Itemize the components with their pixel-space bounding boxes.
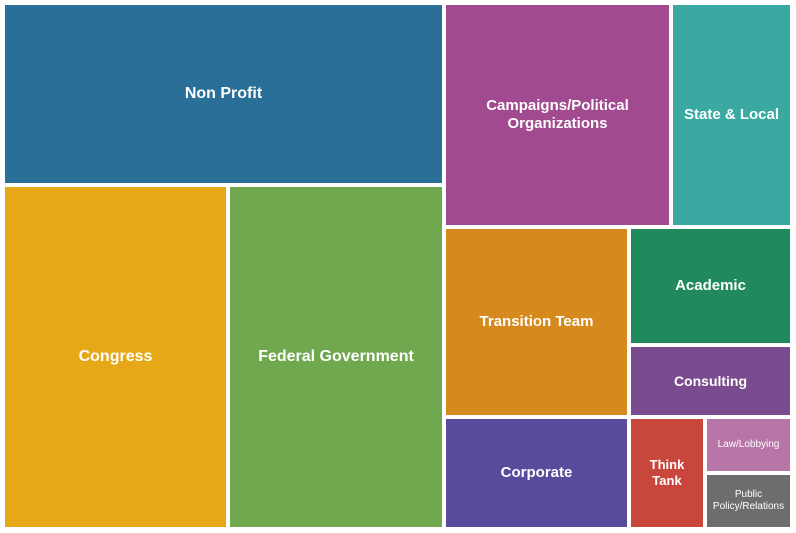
tile-consulting[interactable]: Consulting <box>630 346 791 416</box>
tile-non-profit[interactable]: Non Profit <box>4 4 443 184</box>
tile-academic[interactable]: Academic <box>630 228 791 344</box>
tile-congress[interactable]: Congress <box>4 186 227 528</box>
tile-label: Think Tank <box>635 457 699 488</box>
tile-label: Campaigns/Political Organizations <box>450 97 665 133</box>
tile-corporate[interactable]: Corporate <box>445 418 628 528</box>
tile-label: Consulting <box>674 373 747 390</box>
tile-federal-government[interactable]: Federal Government <box>229 186 443 528</box>
tile-label: State & Local <box>684 106 779 124</box>
treemap-container: Non Profit Congress Federal Government Camp… <box>0 0 796 533</box>
tile-transition-team[interactable]: Transition Team <box>445 228 628 416</box>
tile-law-lobbying[interactable]: Law/Lobbying <box>706 418 791 472</box>
tile-campaigns[interactable]: Campaigns/Political Organizations <box>445 4 670 226</box>
tile-public-policy[interactable]: Public Policy/Relations <box>706 474 791 528</box>
tile-label: Federal Government <box>258 347 414 366</box>
tile-label: Transition Team <box>480 313 594 331</box>
tile-label: Corporate <box>501 464 573 482</box>
tile-label: Law/Lobbying <box>718 439 780 451</box>
tile-think-tank[interactable]: Think Tank <box>630 418 704 528</box>
tile-state-local[interactable]: State & Local <box>672 4 791 226</box>
tile-label: Academic <box>675 277 746 295</box>
tile-label: Non Profit <box>185 84 262 103</box>
tile-label: Public Policy/Relations <box>711 489 786 513</box>
tile-label: Congress <box>79 347 153 366</box>
